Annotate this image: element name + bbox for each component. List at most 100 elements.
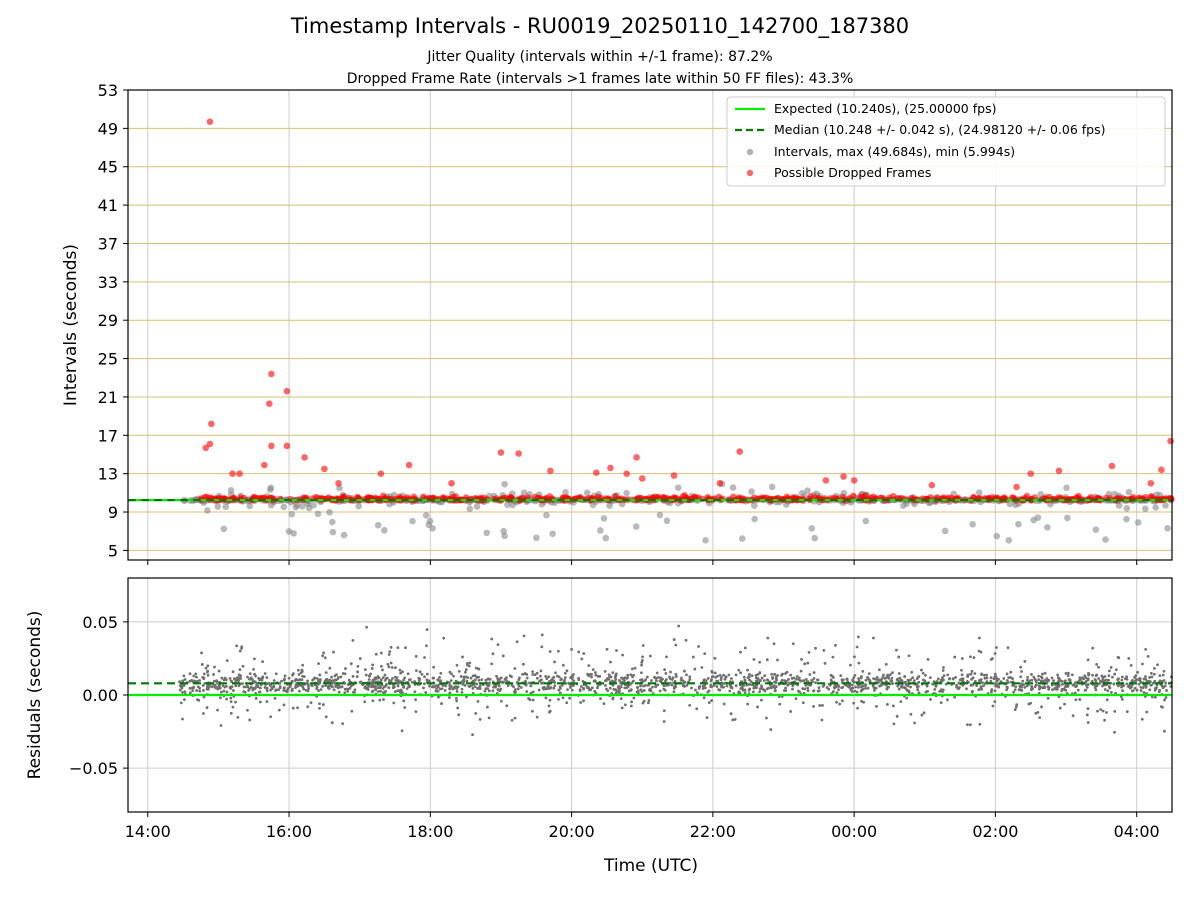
residual-point	[808, 673, 812, 676]
residual-point	[414, 698, 417, 702]
residual-point	[258, 686, 262, 690]
residual-point	[535, 671, 539, 675]
residual-point	[639, 678, 642, 682]
residual-point	[487, 689, 491, 693]
residual-point	[1028, 679, 1031, 683]
residual-point	[891, 682, 895, 685]
residual-point	[455, 663, 459, 667]
residual-point	[274, 672, 278, 676]
residual-point	[501, 654, 505, 658]
residual-point	[533, 673, 537, 677]
residual-point	[774, 681, 778, 685]
residual-point	[548, 698, 552, 702]
residual-point	[789, 710, 793, 713]
residual-point	[545, 687, 549, 691]
residual-point	[368, 674, 371, 678]
residual-point	[1165, 689, 1168, 692]
residual-point	[381, 676, 385, 679]
x-tick-label: 14:00	[125, 822, 171, 841]
residual-point	[979, 650, 983, 654]
residual-point	[180, 686, 184, 690]
residual-point	[538, 674, 542, 678]
residual-point	[183, 678, 187, 681]
residual-point	[646, 701, 650, 705]
residual-point	[188, 686, 192, 690]
residual-point	[333, 678, 337, 682]
residual-point	[473, 674, 477, 677]
residual-point	[1094, 674, 1098, 678]
dropped-frame-point	[716, 479, 724, 487]
residual-point	[682, 669, 686, 673]
residual-point	[440, 687, 444, 691]
residual-point	[305, 681, 309, 685]
residual-point	[337, 690, 341, 694]
residual-point	[243, 690, 247, 694]
residual-point	[897, 679, 900, 683]
dropped-frame-point	[229, 470, 236, 477]
residual-point	[513, 716, 517, 720]
residual-point	[663, 688, 667, 692]
residual-point	[307, 687, 311, 690]
residual-point	[715, 685, 719, 688]
residual-point	[549, 686, 553, 689]
dropped-frame-point	[611, 493, 619, 500]
residual-point	[563, 676, 567, 680]
residual-point	[234, 684, 238, 688]
residual-point	[582, 686, 585, 690]
residual-point	[301, 663, 305, 667]
residual-point	[817, 686, 821, 690]
residual-point	[812, 671, 816, 674]
residual-point	[856, 706, 859, 710]
residual-point	[449, 679, 453, 683]
residual-point	[1144, 684, 1148, 688]
residual-point	[674, 675, 678, 678]
residual-point	[831, 690, 835, 693]
residual-point	[872, 677, 876, 681]
residual-point	[1131, 678, 1134, 682]
x-tick-label: 00:00	[831, 822, 877, 841]
residual-point	[251, 686, 255, 690]
residual-point	[237, 684, 241, 688]
residual-point	[742, 684, 746, 688]
residual-point	[655, 671, 659, 675]
residual-point	[1141, 686, 1145, 690]
residual-point	[260, 678, 264, 682]
residual-point	[812, 705, 815, 708]
residual-point	[705, 716, 709, 720]
residual-point	[248, 718, 252, 722]
residual-point	[332, 650, 335, 654]
residual-point	[742, 675, 746, 679]
residual-point	[623, 686, 627, 690]
residual-point	[926, 657, 930, 661]
residual-point	[1128, 686, 1132, 690]
residual-point	[626, 685, 630, 688]
residual-point	[353, 688, 357, 692]
residual-point	[876, 678, 880, 682]
top-y-tick-label: 5	[108, 541, 118, 560]
jitter-quality-subtitle: Jitter Quality (intervals within +/-1 fr…	[427, 49, 773, 65]
residual-point	[618, 689, 621, 693]
residual-point	[434, 689, 438, 693]
residual-point	[983, 681, 987, 685]
residual-point	[594, 671, 597, 674]
residual-point	[989, 689, 993, 693]
residual-point	[239, 674, 243, 678]
interval-point	[975, 489, 983, 497]
residual-point	[695, 707, 699, 711]
residual-point	[729, 677, 733, 680]
residual-point	[1158, 688, 1162, 692]
residual-point	[643, 684, 647, 687]
interval-point	[804, 487, 811, 495]
residual-point	[324, 715, 328, 719]
residual-point	[477, 678, 481, 682]
residual-point	[1091, 646, 1095, 650]
interval-point	[292, 503, 300, 511]
dropped-frame-point	[268, 370, 275, 378]
residual-point	[620, 676, 623, 680]
residual-point	[917, 680, 921, 684]
residual-point	[897, 687, 901, 691]
residual-point	[241, 664, 245, 668]
residual-point	[665, 655, 668, 659]
residual-point	[1142, 691, 1146, 694]
residual-point	[903, 675, 907, 679]
